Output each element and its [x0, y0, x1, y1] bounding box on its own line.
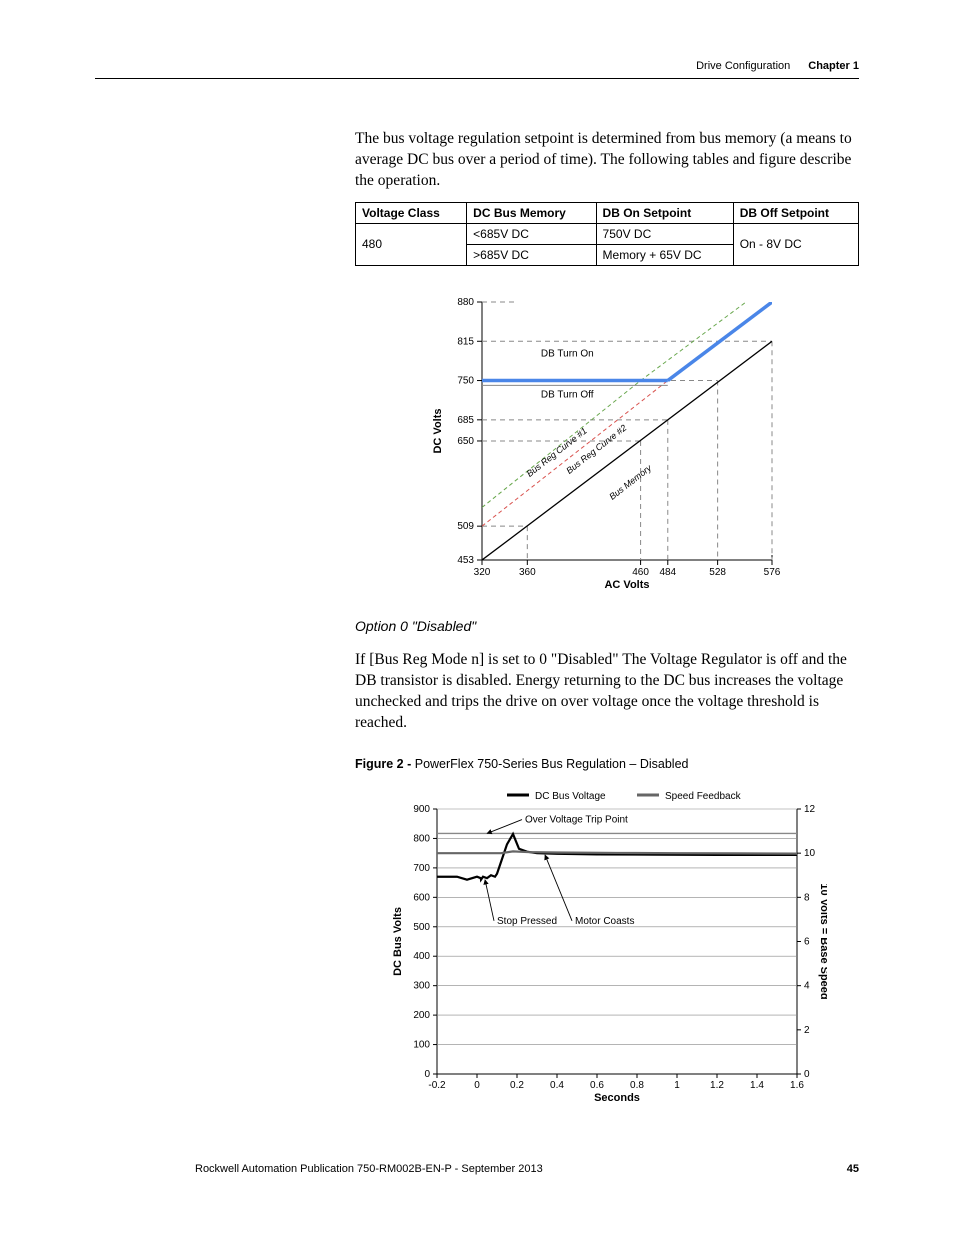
svg-text:360: 360 — [519, 567, 536, 578]
option-title: Option 0 "Disabled" — [355, 618, 859, 634]
svg-text:Bus Memory: Bus Memory — [607, 462, 653, 501]
header-section: Drive Configuration — [696, 60, 790, 72]
svg-text:528: 528 — [709, 567, 726, 578]
th-dc-bus-memory: DC Bus Memory — [467, 202, 596, 223]
svg-text:10 Volts = Base Speed: 10 Volts = Base Speed — [818, 884, 827, 1000]
svg-text:1: 1 — [674, 1080, 680, 1091]
svg-text:200: 200 — [413, 1011, 430, 1022]
svg-text:600: 600 — [413, 893, 430, 904]
svg-text:1.6: 1.6 — [790, 1080, 804, 1091]
svg-text:Stop Pressed: Stop Pressed — [497, 916, 557, 927]
svg-text:DB Turn On: DB Turn On — [541, 348, 594, 359]
svg-text:576: 576 — [764, 567, 781, 578]
th-db-off: DB Off Setpoint — [733, 202, 858, 223]
svg-text:320: 320 — [474, 567, 491, 578]
chart-bus-regulation-disabled: DC Bus VoltageSpeed Feedback010020030040… — [387, 783, 827, 1103]
cell-dc-bus-1: <685V DC — [467, 223, 596, 244]
svg-text:509: 509 — [457, 521, 474, 532]
chart2-container: DC Bus VoltageSpeed Feedback010020030040… — [355, 783, 859, 1103]
svg-text:100: 100 — [413, 1040, 430, 1051]
svg-text:453: 453 — [457, 555, 474, 566]
cell-db-on-1: 750V DC — [596, 223, 733, 244]
svg-text:484: 484 — [659, 567, 676, 578]
setpoint-table: Voltage Class DC Bus Memory DB On Setpoi… — [355, 202, 859, 266]
svg-text:1.2: 1.2 — [710, 1080, 724, 1091]
svg-text:Bus Reg Curve #2: Bus Reg Curve #2 — [564, 422, 628, 475]
svg-text:815: 815 — [457, 336, 474, 347]
cell-dc-bus-2: >685V DC — [467, 244, 596, 265]
footer-publication: Rockwell Automation Publication 750-RM00… — [195, 1163, 543, 1175]
cell-db-off: On - 8V DC — [733, 223, 858, 265]
th-db-on: DB On Setpoint — [596, 202, 733, 223]
svg-text:0.8: 0.8 — [630, 1080, 644, 1091]
table-row: 480 <685V DC 750V DC On - 8V DC — [356, 223, 859, 244]
figure2-lead: Figure 2 - — [355, 757, 415, 771]
svg-text:0: 0 — [424, 1069, 430, 1080]
footer-page-number: 45 — [847, 1163, 859, 1175]
figure2-title: Figure 2 - PowerFlex 750-Series Bus Regu… — [355, 757, 859, 771]
svg-text:Bus Reg Curve #1: Bus Reg Curve #1 — [525, 425, 589, 478]
svg-text:400: 400 — [413, 952, 430, 963]
svg-text:DB Turn Off: DB Turn Off — [541, 389, 594, 400]
header-chapter: Chapter 1 — [808, 60, 859, 72]
svg-text:1.4: 1.4 — [750, 1080, 764, 1091]
svg-text:0: 0 — [474, 1080, 480, 1091]
svg-text:6: 6 — [804, 937, 810, 948]
svg-text:12: 12 — [804, 804, 816, 815]
svg-text:4: 4 — [804, 981, 810, 992]
svg-text:0.2: 0.2 — [510, 1080, 524, 1091]
svg-text:0.4: 0.4 — [550, 1080, 564, 1091]
svg-text:650: 650 — [457, 436, 474, 447]
svg-text:880: 880 — [457, 297, 474, 308]
svg-text:0.6: 0.6 — [590, 1080, 604, 1091]
svg-text:500: 500 — [413, 922, 430, 933]
chart1-container: 453 509 650 685 750 815 880 320 360 460 484 528 576 D… — [355, 290, 859, 590]
page-footer: Rockwell Automation Publication 750-RM00… — [95, 1143, 859, 1175]
cell-db-on-2: Memory + 65V DC — [596, 244, 733, 265]
svg-text:DC Bus Volts: DC Bus Volts — [392, 908, 404, 977]
svg-text:800: 800 — [413, 834, 430, 845]
option-paragraph: If [Bus Reg Mode n] is set to 0 "Disable… — [355, 650, 859, 734]
th-voltage-class: Voltage Class — [356, 202, 467, 223]
table-header-row: Voltage Class DC Bus Memory DB On Setpoi… — [356, 202, 859, 223]
page-header: Drive Configuration Chapter 1 — [95, 60, 859, 79]
svg-text:8: 8 — [804, 893, 810, 904]
svg-text:10: 10 — [804, 849, 816, 860]
svg-text:0: 0 — [804, 1069, 810, 1080]
svg-text:300: 300 — [413, 981, 430, 992]
svg-text:Motor Coasts: Motor Coasts — [575, 916, 634, 927]
cell-voltage-class: 480 — [356, 223, 467, 265]
svg-text:460: 460 — [632, 567, 649, 578]
intro-paragraph: The bus voltage regulation setpoint is d… — [355, 129, 859, 192]
svg-text:685: 685 — [457, 415, 474, 426]
svg-text:Over Voltage Trip Point: Over Voltage Trip Point — [525, 815, 628, 826]
svg-text:2: 2 — [804, 1025, 810, 1036]
svg-text:-0.2: -0.2 — [428, 1080, 446, 1091]
svg-text:DC Volts: DC Volts — [432, 408, 444, 453]
svg-text:700: 700 — [413, 863, 430, 874]
figure2-text: PowerFlex 750-Series Bus Regulation – Di… — [415, 757, 689, 771]
svg-text:Speed Feedback: Speed Feedback — [665, 791, 742, 802]
svg-text:AC Volts: AC Volts — [604, 579, 649, 590]
svg-text:DC Bus Voltage: DC Bus Voltage — [535, 791, 606, 802]
svg-text:900: 900 — [413, 804, 430, 815]
chart-dc-ac-volts: 453 509 650 685 750 815 880 320 360 460 484 528 576 D… — [427, 290, 787, 590]
svg-text:750: 750 — [457, 375, 474, 386]
svg-text:Seconds: Seconds — [594, 1092, 640, 1103]
